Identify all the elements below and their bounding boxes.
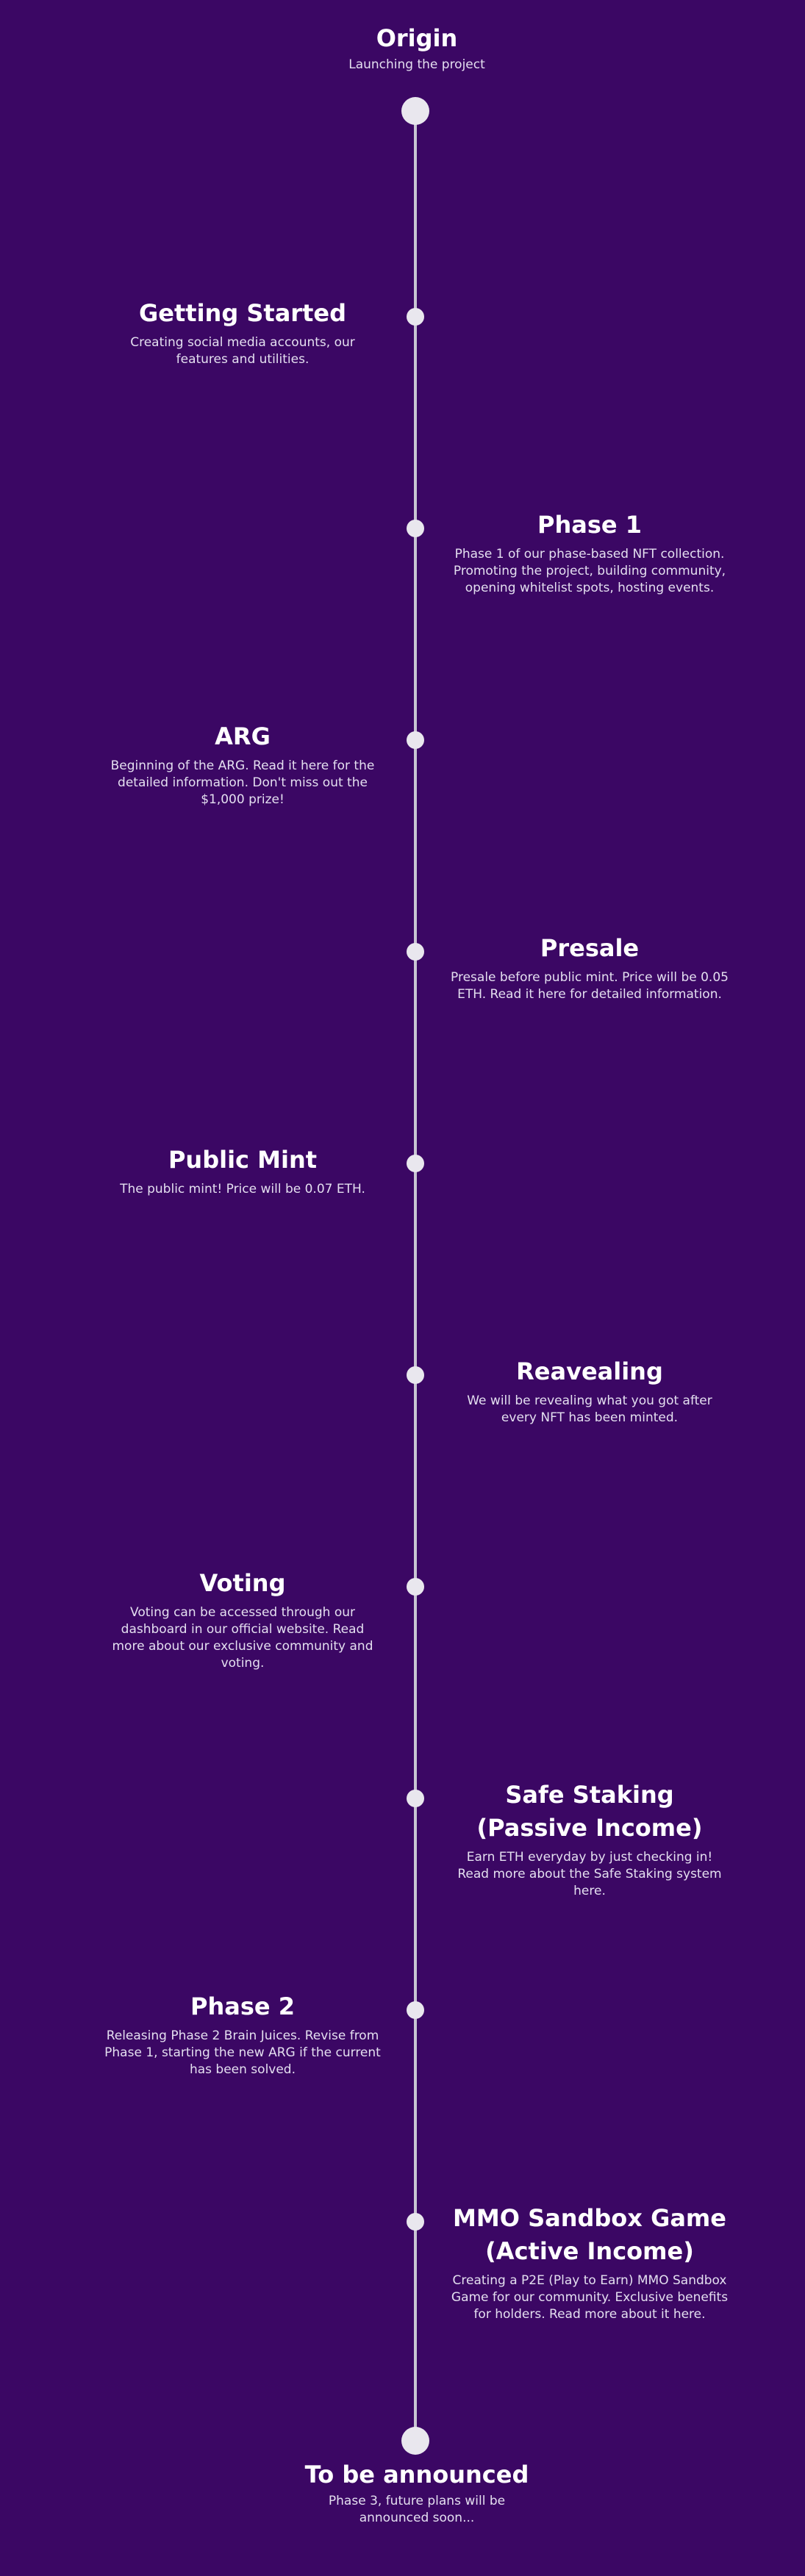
milestone-marker (407, 731, 424, 749)
milestone-title: Phase 1 (537, 511, 642, 539)
milestone-phase-1: Phase 1 Phase 1 of our phase-based NFT c… (450, 509, 729, 597)
milestone-description: Beginning of the ARG. Read it here for t… (110, 758, 375, 807)
end-description: Phase 3, future plans will be announced … (328, 2494, 506, 2525)
milestone-public-mint: Public Mint The public mint! Price will … (103, 1144, 382, 1198)
milestone-marker (407, 2213, 424, 2231)
milestone-getting-started: Getting Started Creating social media ac… (103, 297, 382, 368)
milestone-phase-2: Phase 2 Releasing Phase 2 Brain Juices. … (103, 1990, 382, 2078)
milestone-title: Phase 2 (190, 1992, 295, 2020)
timeline-origin: Origin Launching the project (255, 22, 579, 73)
milestone-title: Safe Staking (Passive Income) (476, 1781, 703, 1842)
milestone-marker (407, 2001, 424, 2019)
milestone-reavealing: Reavealing We will be revealing what you… (450, 1355, 729, 1427)
origin-title: Origin (376, 24, 458, 52)
milestone-safe-staking: Safe Staking (Passive Income) Earn ETH e… (450, 1779, 729, 1900)
milestone-title: Reavealing (516, 1357, 663, 1385)
milestone-title: Public Mint (168, 1146, 318, 1174)
timeline-end: To be announced Phase 3, future plans wi… (255, 2458, 579, 2527)
milestone-marker (407, 1366, 424, 1384)
end-title: To be announced (304, 2461, 529, 2489)
milestone-title: Presale (540, 934, 640, 962)
origin-marker (401, 97, 429, 125)
milestone-presale: Presale Presale before public mint. Pric… (450, 932, 729, 1003)
milestone-title: Voting (199, 1569, 286, 1597)
milestone-voting: Voting Voting can be accessed through ou… (103, 1567, 382, 1672)
end-marker (401, 2427, 429, 2455)
milestone-mmo-sandbox-game: MMO Sandbox Game (Active Income) Creatin… (450, 2202, 729, 2323)
milestone-title: ARG (215, 722, 271, 750)
milestone-marker (407, 1790, 424, 1807)
milestone-description: We will be revealing what you got after … (467, 1393, 712, 1425)
milestone-marker (407, 943, 424, 961)
milestone-description: Releasing Phase 2 Brain Juices. Revise f… (104, 2028, 381, 2077)
milestone-description: Creating social media accounts, our feat… (130, 335, 355, 367)
milestone-arg: ARG Beginning of the ARG. Read it here f… (103, 720, 382, 808)
milestone-marker (407, 1578, 424, 1596)
milestone-description: Phase 1 of our phase-based NFT collectio… (453, 547, 726, 595)
milestone-description: Creating a P2E (Play to Earn) MMO Sandbo… (451, 2273, 729, 2322)
milestone-description: Earn ETH everyday by just checking in! R… (457, 1850, 722, 1898)
milestone-description: Voting can be accessed through our dashb… (112, 1605, 373, 1671)
milestone-title: Getting Started (139, 299, 346, 327)
milestone-marker (407, 1155, 424, 1172)
milestone-marker (407, 520, 424, 537)
milestone-description: Presale before public mint. Price will b… (451, 970, 729, 1002)
milestone-description: The public mint! Price will be 0.07 ETH. (120, 1182, 365, 1196)
milestone-marker (407, 308, 424, 326)
timeline-line (414, 111, 417, 2441)
milestone-title: MMO Sandbox Game (Active Income) (453, 2204, 726, 2265)
origin-description: Launching the project (348, 57, 485, 72)
